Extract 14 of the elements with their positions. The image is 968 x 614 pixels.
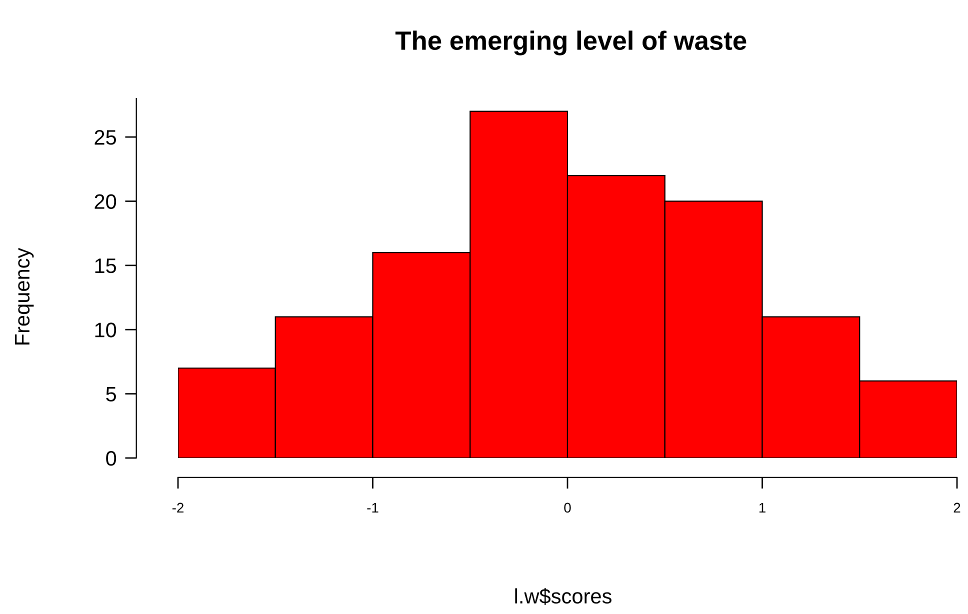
x-axis-title: l.w$scores [515, 588, 612, 605]
y-tick-label: 15 [95, 258, 116, 274]
y-axis-title: Frequency [15, 248, 34, 344]
y-tick-label: 10 [95, 322, 116, 338]
x-tick-label: 1 [759, 502, 766, 513]
chart-title: The emerging level of waste [395, 30, 746, 56]
x-tick-label: 0 [564, 502, 571, 513]
x-tick-label: -2 [172, 502, 184, 513]
y-tick-label: 25 [94, 130, 116, 145]
x-tick-label: 2 [954, 502, 960, 513]
y-tick-label: 20 [94, 194, 116, 209]
y-tick-label: 5 [106, 387, 116, 402]
y-tick-label: 0 [106, 451, 116, 466]
x-tick-label: -1 [367, 502, 378, 513]
